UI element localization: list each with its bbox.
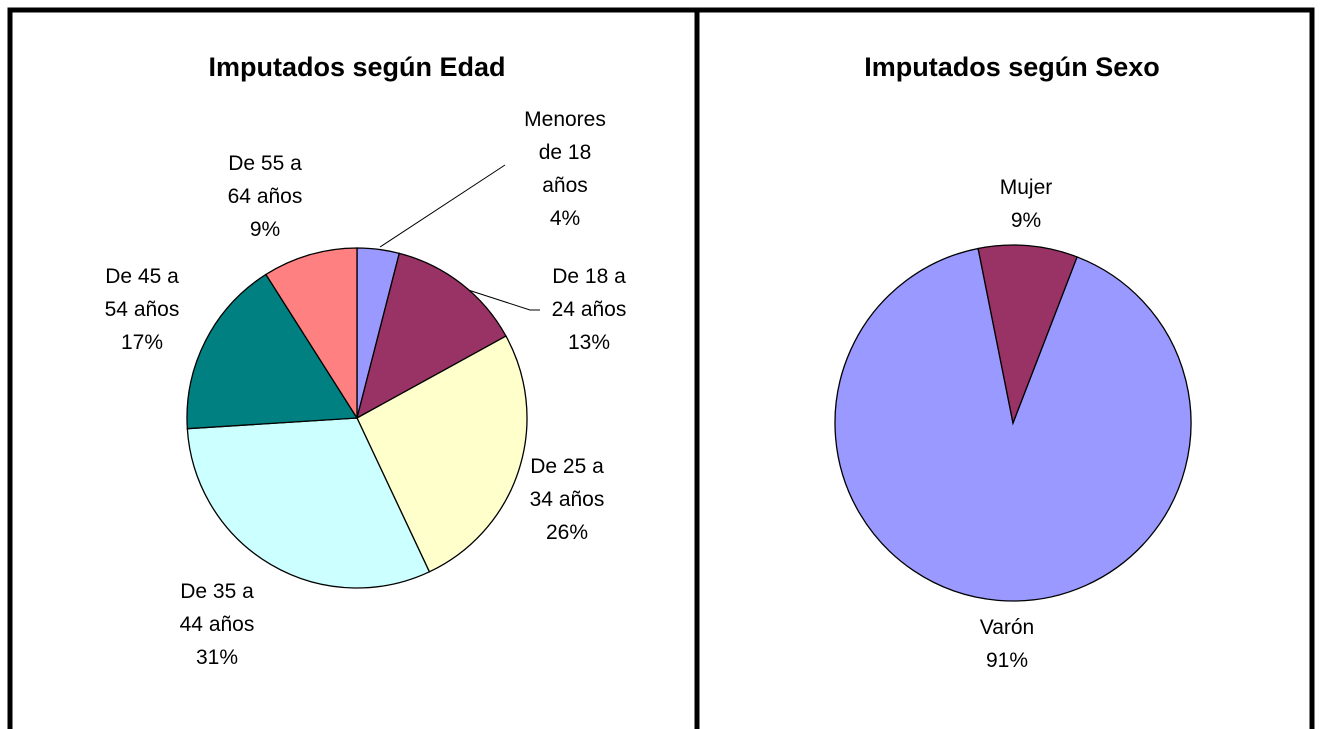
- value-label: 91%: [985, 649, 1029, 672]
- leader-line: [379, 164, 506, 248]
- category-label: Menores de 18 años: [524, 108, 606, 197]
- pie-slice: [186, 417, 431, 589]
- value-label: 31%: [195, 646, 239, 669]
- category-label: De 25 a 34 años: [529, 455, 605, 511]
- category-label: Mujer: [999, 176, 1053, 199]
- slice-label: De 45 a 54 años 17%: [105, 260, 180, 359]
- value-label: 17%: [120, 331, 164, 354]
- pie-slice: [977, 244, 1078, 426]
- slice-label: Varón 91%: [980, 611, 1034, 677]
- category-label: De 55 a 64 años: [227, 152, 303, 208]
- slice-label: Menores de 18 años 4%: [524, 103, 606, 235]
- border: [7, 7, 1315, 729]
- pie-slice: [265, 247, 358, 421]
- pies: [186, 244, 1192, 602]
- value-label: 26%: [545, 521, 589, 544]
- value-label: 4%: [549, 207, 581, 230]
- category-label: Varón: [979, 616, 1035, 639]
- slice-label: De 55 a 64 años 9%: [228, 147, 303, 246]
- pie-slice: [356, 335, 528, 573]
- chart-title: Imputados según Edad: [208, 52, 506, 82]
- pie-slice: [186, 273, 359, 430]
- value-label: 9%: [249, 218, 281, 241]
- category-label: De 35 a 44 años: [179, 580, 255, 636]
- slice-label: De 35 a 44 años 31%: [180, 575, 255, 674]
- category-label: De 18 a 24 años: [551, 265, 627, 321]
- slice-label: Mujer 9%: [1000, 171, 1053, 237]
- slice-label: De 18 a 24 años 13%: [552, 260, 627, 359]
- category-label: De 45 a 54 años: [104, 265, 180, 321]
- value-label: 9%: [1010, 209, 1042, 232]
- chart-title: Imputados según Sexo: [864, 52, 1160, 82]
- pie-slice: [355, 252, 507, 420]
- value-label: 13%: [567, 331, 611, 354]
- leader-line: [461, 287, 540, 311]
- slice-label: De 25 a 34 años 26%: [530, 450, 605, 549]
